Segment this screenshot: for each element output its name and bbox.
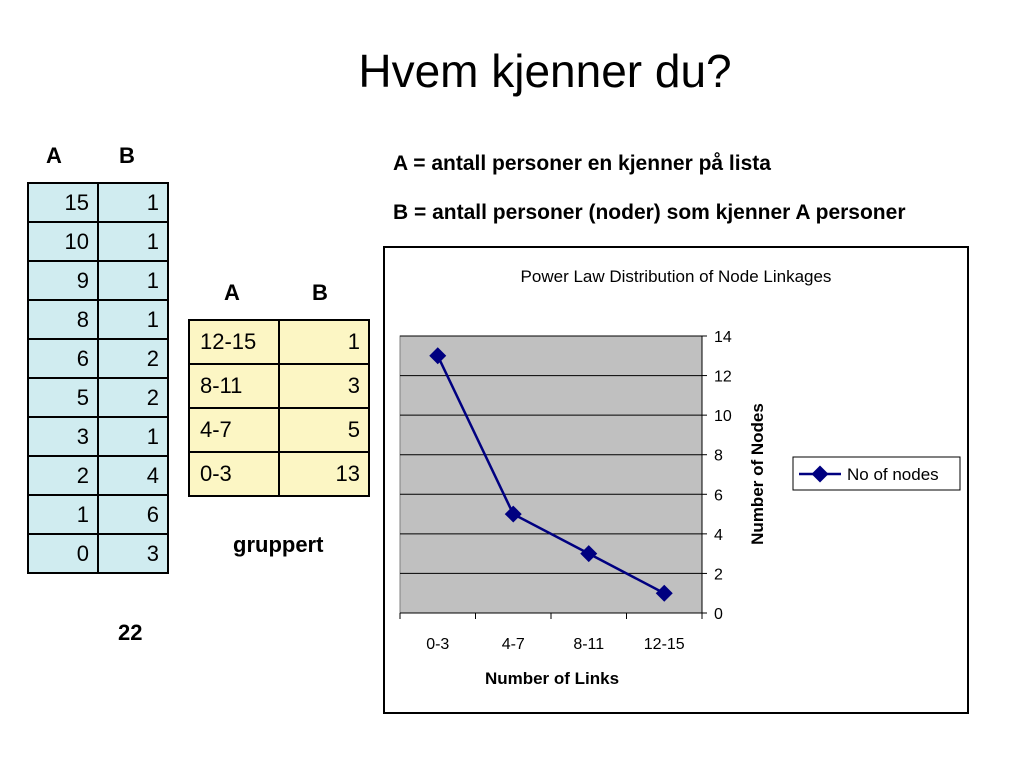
table-row: 12-15 1	[188, 319, 370, 365]
cell-a: 9	[27, 260, 99, 301]
definition-a: A = antall personer en kjenner på lista	[393, 152, 771, 175]
cell-a: 6	[27, 338, 99, 379]
x-axis-title: Number of Links	[485, 669, 619, 688]
cell-a: 2	[27, 455, 99, 496]
cell-a: 4-7	[188, 407, 280, 453]
table-grouped-counts: 12-15 1 8-11 3 4-7 5 0-3 13	[188, 319, 370, 497]
table1-total: 22	[118, 620, 143, 645]
cell-b: 4	[97, 455, 169, 496]
table1-header-a: A	[46, 143, 62, 168]
legend-marker	[811, 465, 829, 483]
power-law-chart: Power Law Distribution of Node Linkages …	[399, 267, 961, 688]
cell-b: 3	[278, 363, 370, 409]
table2-header-a: A	[224, 280, 240, 305]
y-tick-label: 12	[714, 369, 732, 386]
definition-b: B = antall personer (noder) som kjenner …	[393, 201, 906, 224]
x-tick-label: 12-15	[644, 636, 685, 653]
y-tick-label: 8	[714, 448, 723, 465]
table-row: 10 1	[27, 221, 169, 262]
cell-b: 13	[278, 451, 370, 497]
chart-title: Power Law Distribution of Node Linkages	[521, 267, 832, 286]
cell-b: 1	[97, 416, 169, 457]
legend-label: No of nodes	[847, 465, 939, 484]
data-point	[655, 584, 673, 602]
y-tick-label: 10	[714, 408, 732, 425]
x-tick-label: 0-3	[426, 636, 449, 653]
cell-b: 2	[97, 377, 169, 418]
y-axis-title: Number of Nodes	[748, 403, 767, 545]
series-line	[436, 355, 665, 595]
y-tick-label: 14	[714, 329, 732, 346]
cell-b: 1	[97, 260, 169, 301]
table-row: 15 1	[27, 182, 169, 223]
y-tick-label: 6	[714, 487, 723, 504]
cell-a: 3	[27, 416, 99, 457]
table2-header-b: B	[312, 280, 328, 305]
table-row: 8-11 3	[188, 363, 370, 409]
table-row: 4-7 5	[188, 407, 370, 453]
cell-a: 5	[27, 377, 99, 418]
cell-b: 5	[278, 407, 370, 453]
data-point	[580, 545, 598, 563]
table1-header-b: B	[119, 143, 135, 168]
cell-a: 10	[27, 221, 99, 262]
y-tick-label: 2	[714, 566, 723, 583]
cell-a: 15	[27, 182, 99, 223]
cell-a: 1	[27, 494, 99, 535]
chart-frame: Power Law Distribution of Node Linkages …	[383, 246, 969, 714]
cell-a: 12-15	[188, 319, 280, 365]
plot-area	[399, 335, 703, 614]
cell-b: 6	[97, 494, 169, 535]
cell-b: 1	[97, 299, 169, 340]
y-tick-label: 0	[714, 606, 723, 623]
table2-caption: gruppert	[233, 532, 324, 557]
x-tick-label: 4-7	[502, 636, 525, 653]
cell-a: 0-3	[188, 451, 280, 497]
cell-b: 1	[278, 319, 370, 365]
cell-b: 1	[97, 221, 169, 262]
cell-b: 2	[97, 338, 169, 379]
slide-title: Hvem kjenner du?	[358, 45, 732, 97]
cell-b: 3	[97, 533, 169, 574]
cell-b: 1	[97, 182, 169, 223]
table-individual-counts: 15 1 10 1 9 1 8 1 6 2 5 2 3 1 2 4 1 6 0 3	[27, 182, 169, 574]
cell-a: 0	[27, 533, 99, 574]
cell-a: 8-11	[188, 363, 280, 409]
table-row: 0-3 13	[188, 451, 370, 497]
x-tick-label: 8-11	[573, 636, 604, 653]
legend: No of nodes	[792, 456, 961, 491]
y-tick-label: 4	[714, 527, 723, 544]
cell-a: 8	[27, 299, 99, 340]
